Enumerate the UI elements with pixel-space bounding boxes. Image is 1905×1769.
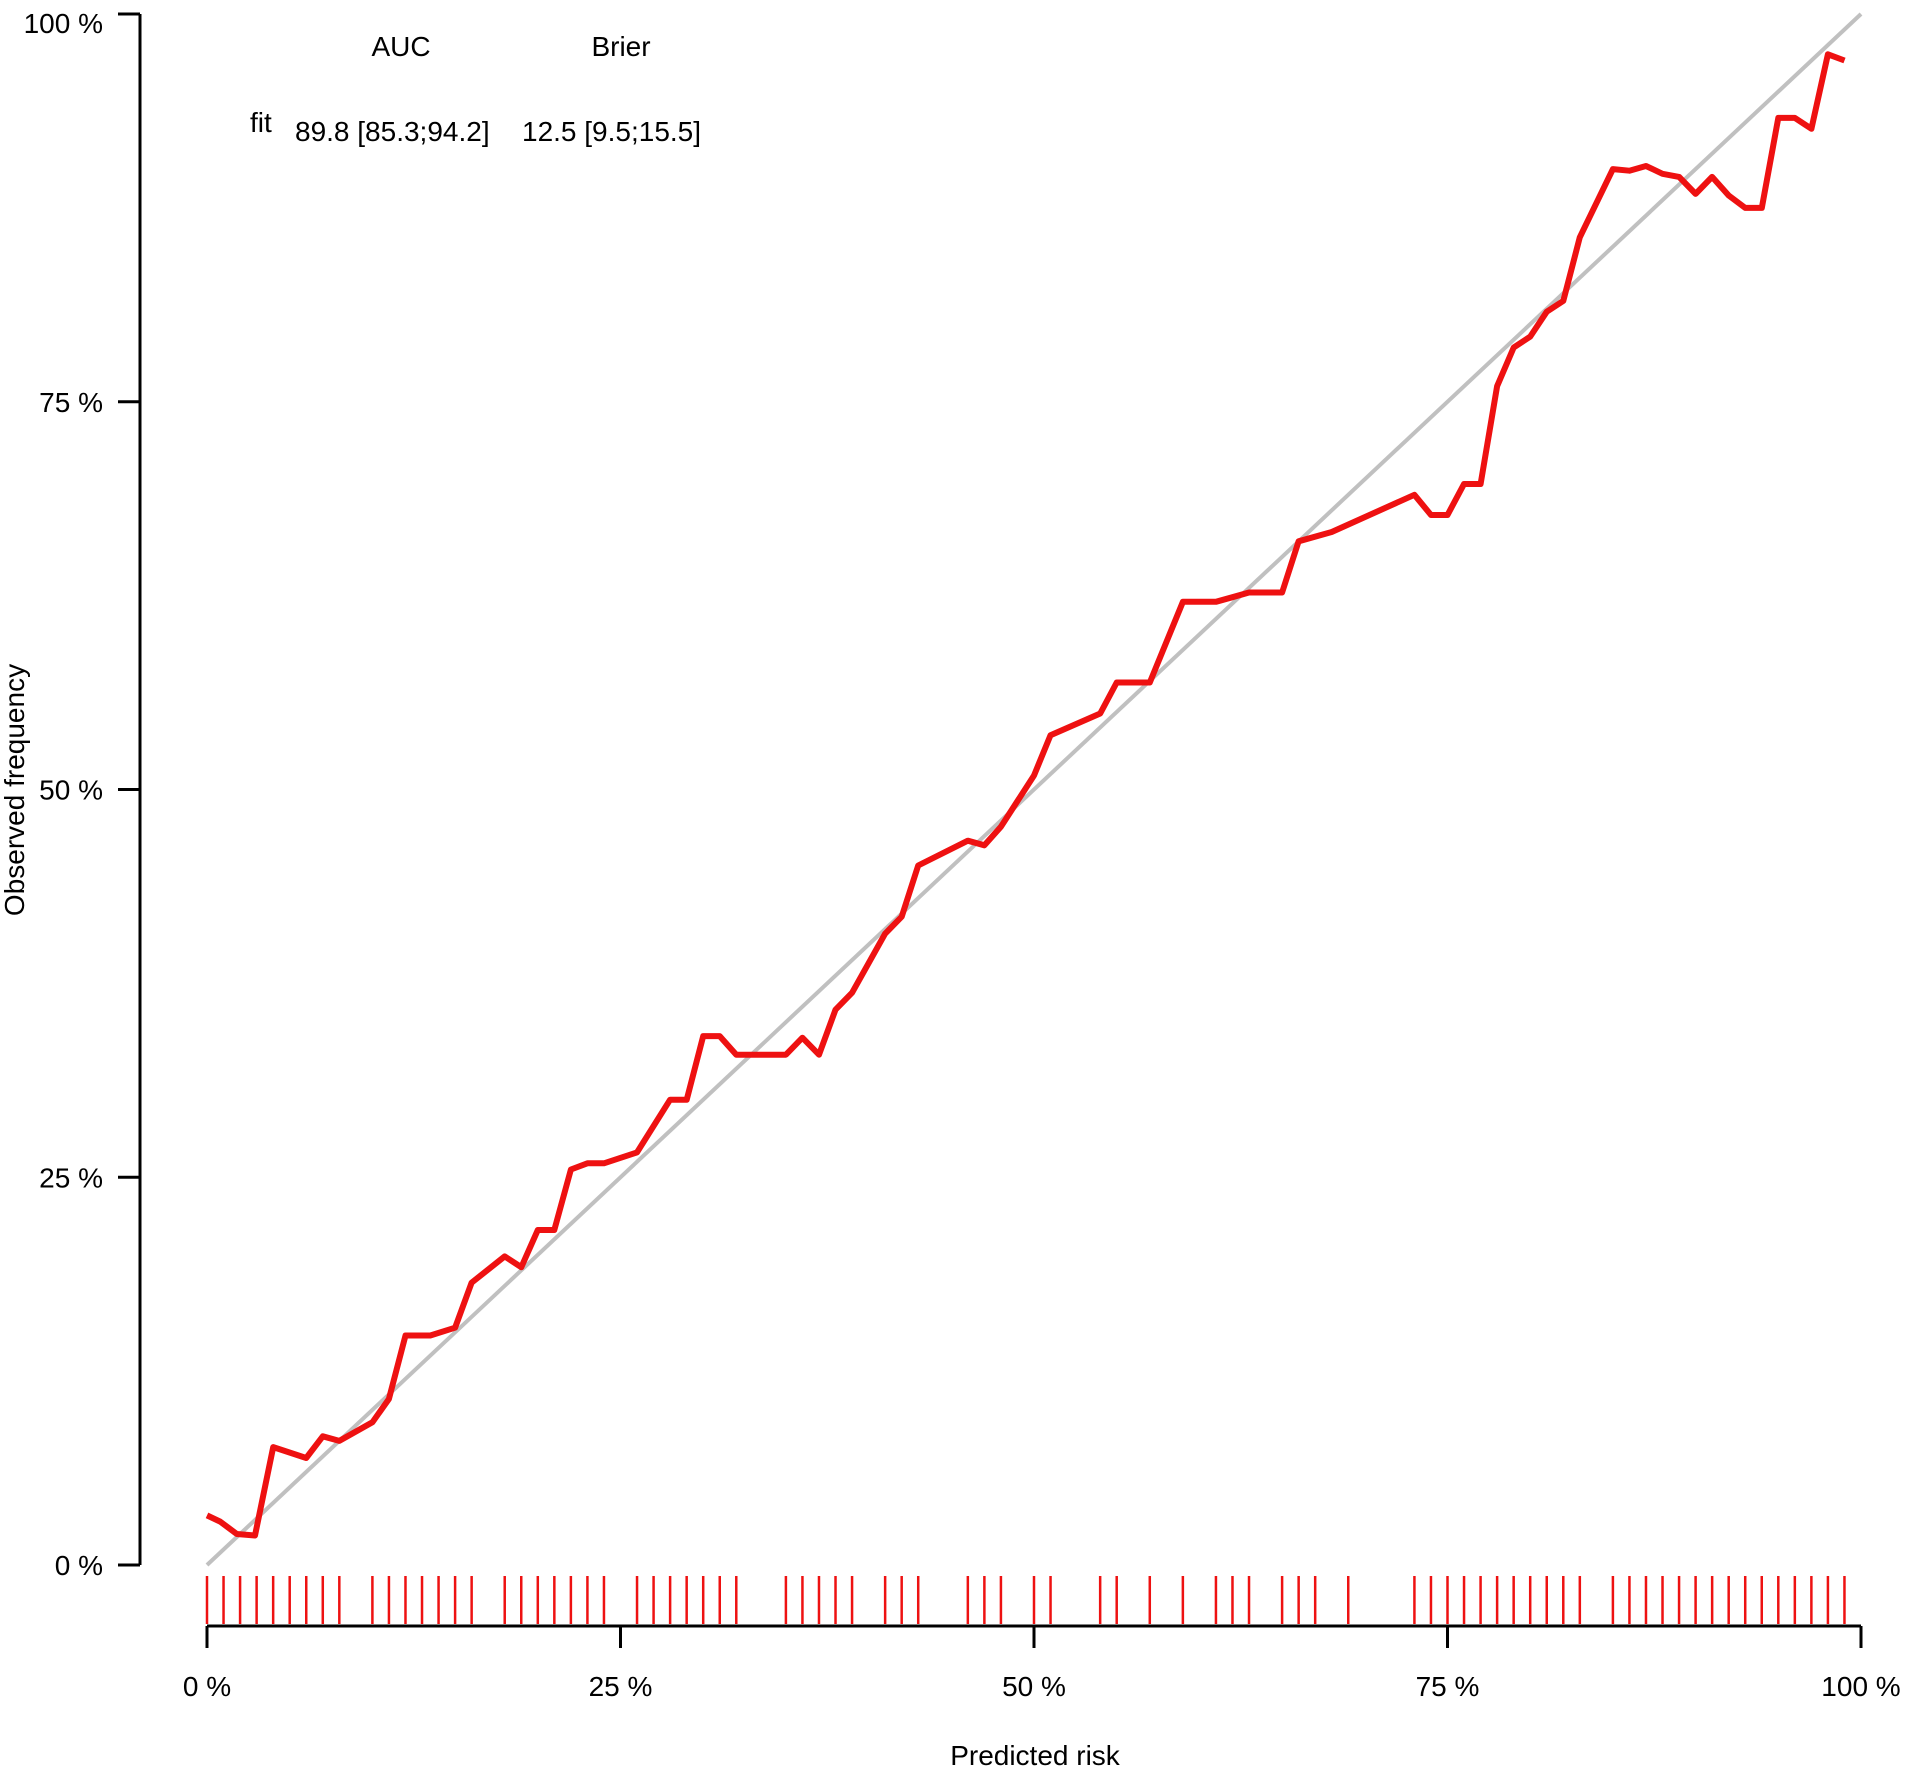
series-group — [205, 51, 1846, 1539]
y-tick-label: 50 % — [39, 775, 103, 806]
axes: 0 % 25 % 50 % 75 % 100 % 0 % 25 % 50 % 75 % 100 % — [24, 8, 1901, 1702]
reference-line — [205, 12, 1863, 1567]
y-tick-label: 25 % — [39, 1162, 103, 1193]
legend-auc-value: 89.8 [85.3;94.2] — [295, 116, 490, 147]
y-axis-title: Observed frequency — [0, 664, 30, 916]
reference-diagonal — [205, 12, 1863, 1567]
legend: AUC Brier fit 89.8 [85.3;94.2] 12.5 [9.5… — [250, 31, 701, 147]
calibration-curve — [205, 51, 1846, 1539]
rug-marks — [205, 1576, 1846, 1624]
x-tick-label: 100 % — [1821, 1671, 1900, 1702]
x-tick-label: 50 % — [1002, 1671, 1066, 1702]
y-tick-label: 100 % — [24, 8, 103, 39]
legend-header-auc: AUC — [371, 31, 430, 62]
legend-brier-value: 12.5 [9.5;15.5] — [522, 116, 701, 147]
x-axis-title: Predicted risk — [950, 1740, 1121, 1769]
x-tick-label: 0 % — [183, 1671, 231, 1702]
legend-row-label: fit — [250, 107, 272, 138]
y-tick-label: 75 % — [39, 387, 103, 418]
y-tick-label: 0 % — [55, 1550, 103, 1581]
x-tick-label: 25 % — [589, 1671, 653, 1702]
x-tick-label: 75 % — [1416, 1671, 1480, 1702]
legend-header-brier: Brier — [591, 31, 650, 62]
